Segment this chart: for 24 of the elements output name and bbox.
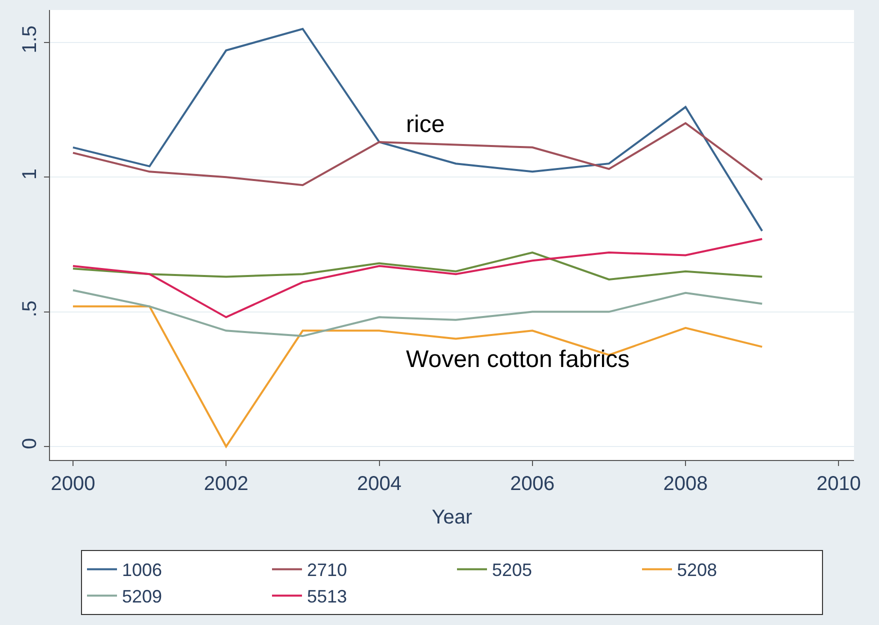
annotation: rice — [406, 111, 445, 138]
legend-label: 2710 — [307, 560, 348, 580]
annotation: Woven cotton fabrics — [406, 346, 630, 373]
x-tick-label: 2000 — [50, 473, 96, 495]
line-series — [72, 289, 764, 338]
x-tick-label: 2004 — [357, 473, 402, 495]
line-series — [72, 252, 764, 280]
line-series — [72, 28, 764, 232]
x-tick-label: 2010 — [816, 473, 861, 495]
y-tick-label: 0 — [19, 438, 41, 450]
legend-label: 1006 — [122, 560, 162, 580]
legend-label: 5208 — [677, 560, 718, 580]
x-tick-label: 2008 — [663, 473, 708, 495]
line-series — [72, 305, 764, 448]
legend-label: 5513 — [307, 586, 348, 607]
x-tick-label: 2002 — [204, 473, 248, 495]
y-tick-label: .5 — [19, 300, 41, 318]
line-series — [72, 238, 764, 318]
legend-label: 5205 — [492, 560, 532, 580]
x-tick-label: 2006 — [510, 473, 555, 495]
x-axis-title: Year — [432, 506, 473, 528]
y-tick-label: 1.5 — [19, 25, 41, 54]
legend-label: 5209 — [122, 586, 162, 607]
y-tick-label: 1 — [19, 168, 41, 180]
